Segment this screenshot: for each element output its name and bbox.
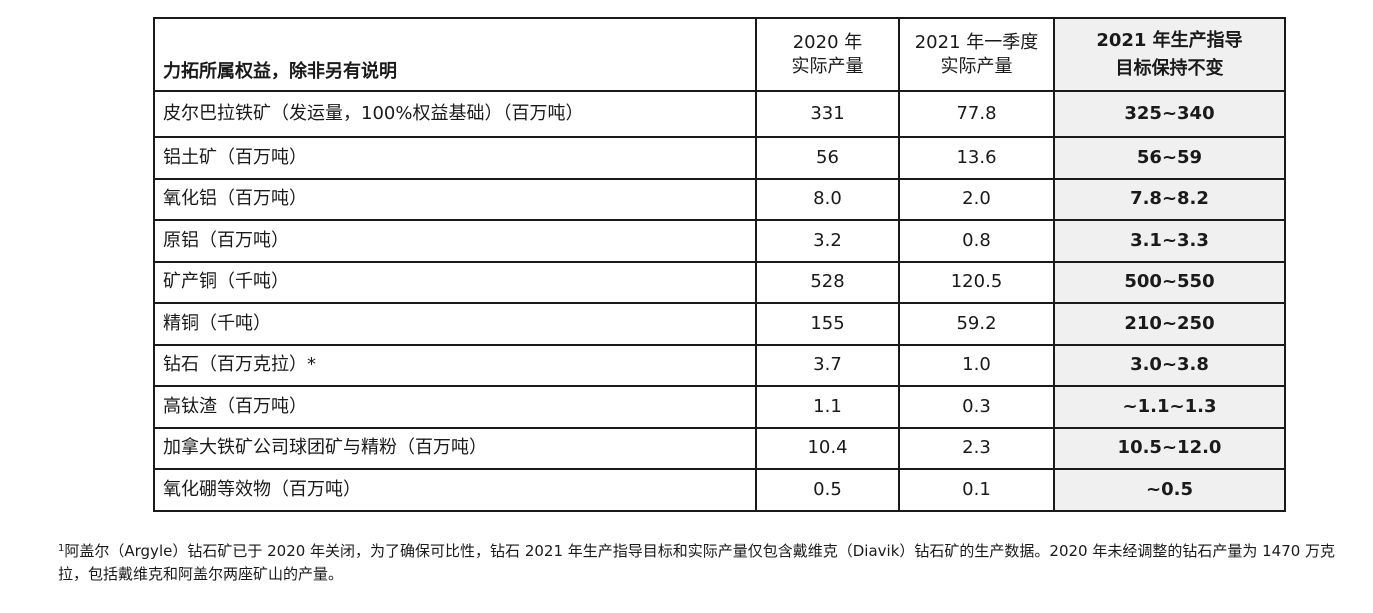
row-guidance-value: 3.1~3.3	[1053, 219, 1286, 263]
table-row: 氧化硼等效物（百万吨） 0.5 0.1 ~0.5	[153, 468, 1286, 512]
row-name: 钻石（百万克拉）*	[153, 343, 757, 387]
table-header-row: 力拓所属权益，除非另有说明 2020 年 实际产量 2021 年一季度 实际产量…	[153, 17, 1286, 92]
row-guidance-value: 56~59	[1053, 136, 1286, 180]
row-name: 原铝（百万吨）	[153, 219, 757, 263]
row-2021q1-value: 13.6	[898, 136, 1055, 180]
header-guidance-line1: 2021 年生产指导	[1096, 29, 1243, 51]
row-name: 氧化硼等效物（百万吨）	[153, 468, 757, 512]
row-name: 高钛渣（百万吨）	[153, 385, 757, 429]
row-guidance-value: 10.5~12.0	[1053, 426, 1286, 470]
header-2021q1-line2: 实际产量	[940, 55, 1013, 77]
table-row: 原铝（百万吨） 3.2 0.8 3.1~3.3	[153, 219, 1286, 263]
row-2020-value: 1.1	[755, 385, 900, 429]
row-name: 铝土矿（百万吨）	[153, 136, 757, 180]
row-2020-value: 155	[755, 302, 900, 346]
row-name: 精铜（千吨）	[153, 302, 757, 346]
header-2020-actual: 2020 年 实际产量	[755, 17, 900, 92]
header-2020-line2: 实际产量	[791, 55, 864, 77]
row-2020-value: 8.0	[755, 177, 900, 221]
row-2021q1-value: 0.3	[898, 385, 1055, 429]
header-2020-line1: 2020 年	[792, 31, 863, 53]
production-table-wrapper: 力拓所属权益，除非另有说明 2020 年 实际产量 2021 年一季度 实际产量…	[153, 17, 1286, 512]
row-name: 皮尔巴拉铁矿（发运量，100%权益基础）（百万吨）	[153, 90, 757, 138]
footnote-marker: 1	[58, 543, 65, 554]
row-2021q1-value: 2.3	[898, 426, 1055, 470]
table-row: 精铜（千吨） 155 59.2 210~250	[153, 302, 1286, 346]
table-row: 高钛渣（百万吨） 1.1 0.3 ~1.1~1.3	[153, 385, 1286, 429]
row-2021q1-value: 77.8	[898, 90, 1055, 138]
header-label: 力拓所属权益，除非另有说明	[153, 17, 757, 92]
header-guidance-line2: 目标保持不变	[1115, 57, 1224, 79]
row-guidance-value: 3.0~3.8	[1053, 343, 1286, 387]
header-2021-guidance: 2021 年生产指导 目标保持不变	[1053, 17, 1286, 92]
row-2020-value: 331	[755, 90, 900, 138]
row-name: 矿产铜（千吨）	[153, 260, 757, 304]
row-2021q1-value: 59.2	[898, 302, 1055, 346]
row-name: 氧化铝（百万吨）	[153, 177, 757, 221]
header-2021q1-actual: 2021 年一季度 实际产量	[898, 17, 1055, 92]
row-name: 加拿大铁矿公司球团矿与精粉（百万吨）	[153, 426, 757, 470]
table-row: 矿产铜（千吨） 528 120.5 500~550	[153, 260, 1286, 304]
row-2021q1-value: 0.8	[898, 219, 1055, 263]
row-2020-value: 0.5	[755, 468, 900, 512]
row-guidance-value: 210~250	[1053, 302, 1286, 346]
row-2021q1-value: 2.0	[898, 177, 1055, 221]
row-guidance-value: 325~340	[1053, 90, 1286, 138]
row-2020-value: 3.7	[755, 343, 900, 387]
table-row: 氧化铝（百万吨） 8.0 2.0 7.8~8.2	[153, 177, 1286, 221]
header-2021q1-line1: 2021 年一季度	[914, 31, 1039, 53]
row-guidance-value: 7.8~8.2	[1053, 177, 1286, 221]
row-2021q1-value: 1.0	[898, 343, 1055, 387]
row-2020-value: 10.4	[755, 426, 900, 470]
footnote-text: 阿盖尔（Argyle）钻石矿已于 2020 年关闭，为了确保可比性，钻石 202…	[58, 542, 1336, 583]
production-table: 力拓所属权益，除非另有说明 2020 年 实际产量 2021 年一季度 实际产量…	[153, 17, 1286, 512]
footnote: 1阿盖尔（Argyle）钻石矿已于 2020 年关闭，为了确保可比性，钻石 20…	[58, 537, 1348, 586]
table-row: 皮尔巴拉铁矿（发运量，100%权益基础）（百万吨） 331 77.8 325~3…	[153, 90, 1286, 138]
row-2021q1-value: 0.1	[898, 468, 1055, 512]
row-2020-value: 528	[755, 260, 900, 304]
row-guidance-value: ~1.1~1.3	[1053, 385, 1286, 429]
table-row: 铝土矿（百万吨） 56 13.6 56~59	[153, 136, 1286, 180]
table-row: 加拿大铁矿公司球团矿与精粉（百万吨） 10.4 2.3 10.5~12.0	[153, 426, 1286, 470]
row-guidance-value: 500~550	[1053, 260, 1286, 304]
row-guidance-value: ~0.5	[1053, 468, 1286, 512]
row-2020-value: 56	[755, 136, 900, 180]
row-2020-value: 3.2	[755, 219, 900, 263]
table-row: 钻石（百万克拉）* 3.7 1.0 3.0~3.8	[153, 343, 1286, 387]
row-2021q1-value: 120.5	[898, 260, 1055, 304]
